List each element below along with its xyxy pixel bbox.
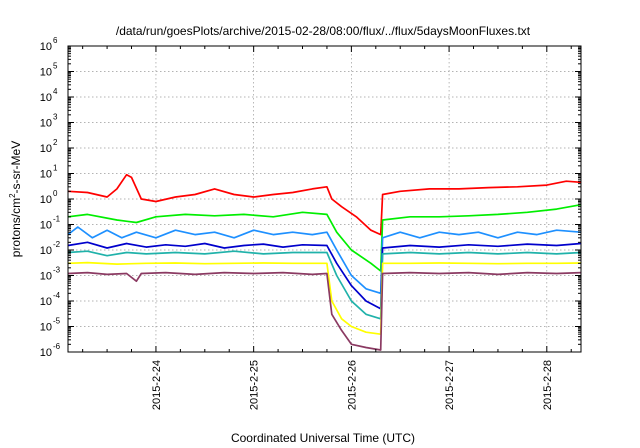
x-tick-label: 2015-2-24 [151, 360, 163, 410]
y-tick-label: 10 [40, 67, 52, 79]
y-tick-label: 10 [40, 143, 52, 155]
y-axis-label-part-2: -s-sr-MeV [9, 141, 23, 194]
y-tick-exponent: 2 [53, 138, 58, 147]
y-tick-exponent: 1 [53, 164, 58, 173]
y-tick-label: 10 [40, 347, 52, 359]
series-line-3 [67, 226, 582, 295]
y-tick-label: 10 [40, 296, 52, 308]
series-line-2 [67, 203, 582, 272]
y-tick-exponent: -1 [53, 215, 61, 224]
y-tick-label: 10 [40, 194, 52, 206]
y-axis-label-part-1: protons/cm [9, 198, 23, 257]
y-tick-label: 10 [40, 322, 52, 334]
series-line-4 [67, 241, 582, 310]
series-line-5 [67, 250, 582, 320]
y-tick-exponent: 4 [53, 87, 58, 96]
x-tick-label: 2015-2-27 [444, 360, 456, 410]
chart-title: /data/run/goesPlots/archive/2015-02-28/0… [116, 24, 531, 38]
series-line-1 [67, 173, 582, 236]
y-tick-exponent: -4 [53, 291, 61, 300]
y-tick-label: 10 [40, 118, 52, 130]
y-tick-label: 10 [40, 220, 52, 232]
y-tick-exponent: 0 [53, 189, 58, 198]
y-tick-label: 10 [40, 41, 52, 53]
y-tick-label: 10 [40, 169, 52, 181]
x-axis-ticks: 2015-2-24 2015-2-25 2015-2-26 2015-2-27 2015… [82, 46, 572, 410]
y-tick-exponent: -5 [53, 317, 61, 326]
x-tick-label: 2015-2-28 [542, 360, 554, 410]
y-tick-label: 10 [40, 245, 52, 257]
y-axis-ticks: 10-610-510-410-310-210-11001011021031041… [40, 36, 581, 359]
y-tick-exponent: 3 [53, 113, 58, 122]
x-tick-label: 2015-2-25 [249, 360, 261, 410]
y-tick-label: 10 [40, 271, 52, 283]
series-line-6 [67, 261, 582, 336]
y-tick-label: 10 [40, 92, 52, 104]
x-axis-label: Coordinated Universal Time (UTC) [231, 431, 415, 445]
y-axis-label: protons/cm2-s-sr-MeV [8, 141, 23, 257]
y-axis-label-superscript: 2 [8, 193, 17, 198]
series-lines [67, 173, 582, 351]
y-tick-exponent: -6 [53, 342, 61, 351]
y-tick-exponent: 6 [53, 36, 58, 45]
y-tick-exponent: 5 [53, 62, 58, 71]
series-line-7 [67, 271, 582, 351]
grid-lines [68, 46, 581, 352]
x-tick-label: 2015-2-26 [346, 360, 358, 410]
y-tick-exponent: -3 [53, 266, 61, 275]
y-tick-exponent: -2 [53, 240, 61, 249]
